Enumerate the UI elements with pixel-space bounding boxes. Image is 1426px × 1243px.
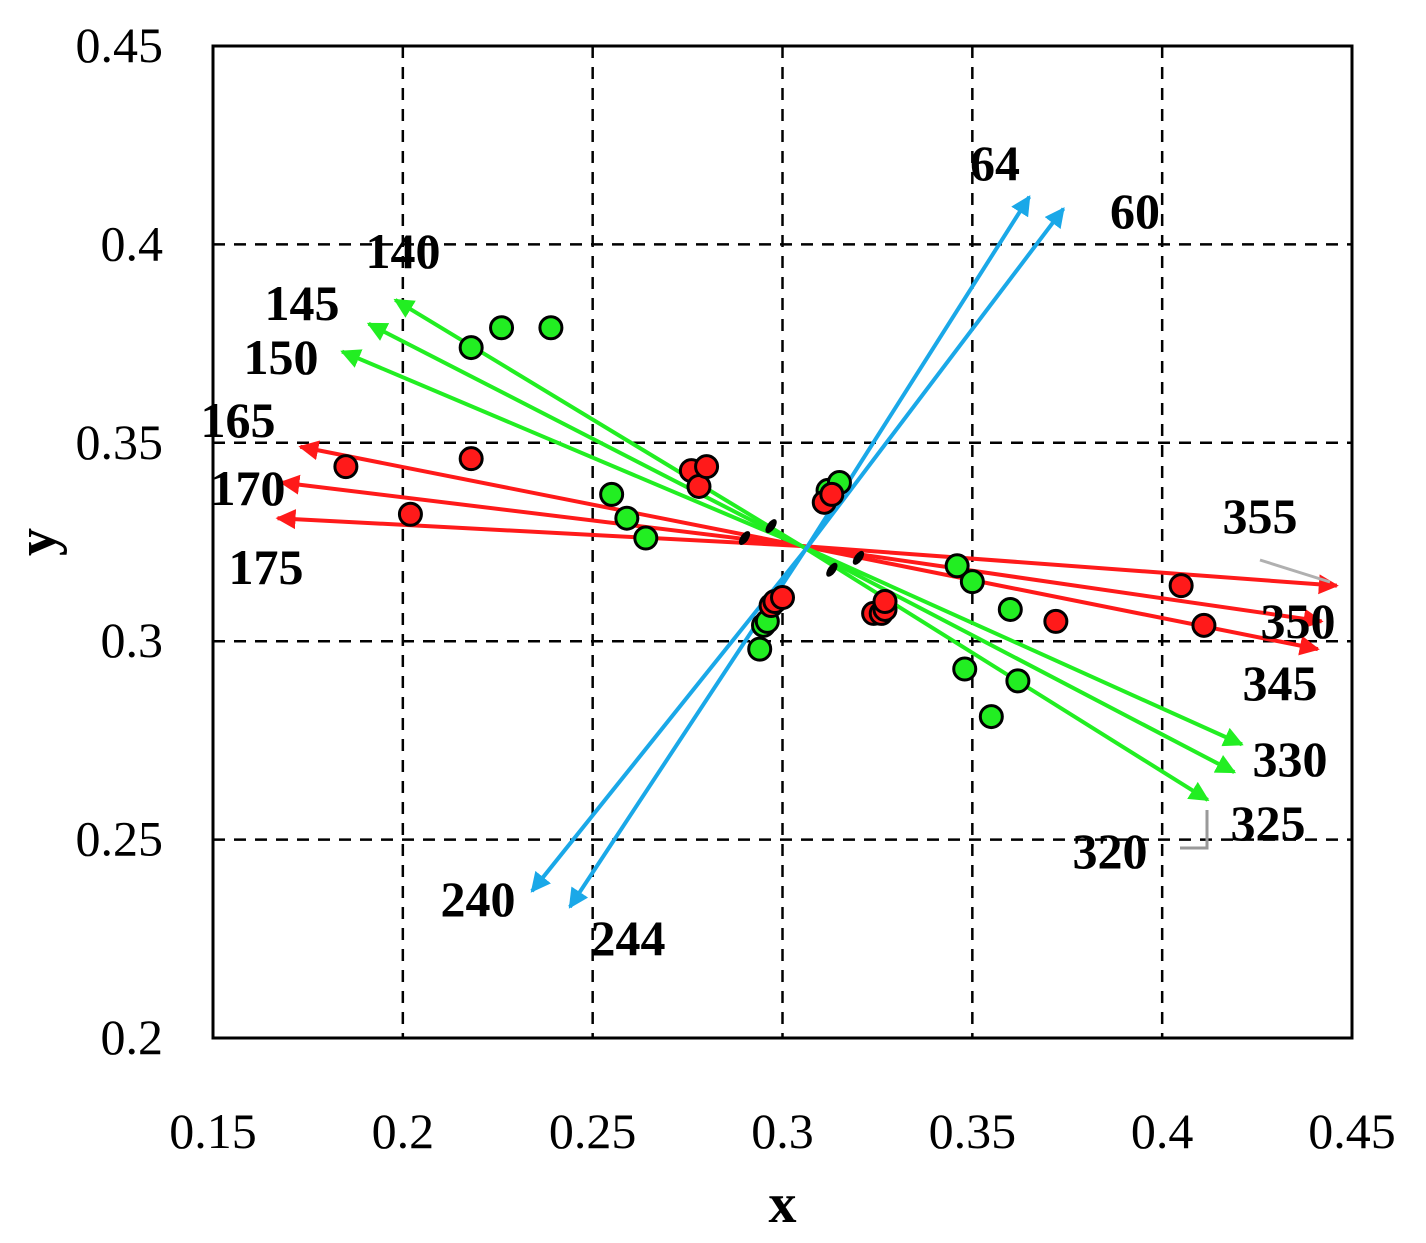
arrow-label-325: 325 <box>1231 795 1306 851</box>
y-tick-label: 0.45 <box>76 17 164 73</box>
arrow-60 <box>803 207 1066 552</box>
direction-arrows <box>275 195 1339 909</box>
black-mark <box>765 519 777 534</box>
green-point <box>747 636 773 662</box>
arrow-label-140: 140 <box>366 223 441 279</box>
y-tick-label: 0.25 <box>76 811 164 867</box>
arrow-label-350: 350 <box>1261 593 1336 649</box>
green-point <box>599 481 625 507</box>
arrow-label-345: 345 <box>1243 655 1318 711</box>
arrow-345 <box>801 544 1320 656</box>
leader-line-355 <box>1259 558 1331 584</box>
x-tick-label: 0.35 <box>929 1103 1017 1159</box>
tick-labels: 0.15 0.2 0.25 0.3 0.35 0.4 0.450.20.250.30.350… <box>76 17 1396 1159</box>
arrow-label-320: 320 <box>1073 823 1148 879</box>
red-point <box>1168 573 1194 599</box>
y-tick-label: 0.35 <box>76 414 164 470</box>
arrow-175 <box>275 509 802 548</box>
green-point <box>959 569 985 595</box>
arrow-label-330: 330 <box>1253 731 1328 787</box>
arrow-320 <box>800 544 1210 802</box>
red-point <box>819 481 845 507</box>
y-tick-label: 0.4 <box>101 215 164 271</box>
x-axis-title: x <box>769 1173 797 1235</box>
y-axis-title: y <box>6 528 68 556</box>
green-point <box>458 335 484 361</box>
green-point <box>633 525 659 551</box>
x-tick-label: 0.15 <box>169 1103 257 1159</box>
red-point <box>1191 612 1217 638</box>
plot-frame <box>211 44 1354 1040</box>
x-tick-label: 0.2 <box>372 1103 435 1159</box>
black-mark <box>852 550 865 565</box>
arrow-165 <box>298 440 802 548</box>
green-point <box>489 315 515 341</box>
arrow-150 <box>340 349 803 548</box>
green-point <box>538 315 564 341</box>
arrow-label-60: 60 <box>1110 183 1160 239</box>
arrow-label-244: 244 <box>591 910 666 966</box>
green-point <box>952 656 978 682</box>
red-point <box>333 454 359 480</box>
arrow-145 <box>366 321 803 548</box>
arrow-355 <box>801 543 1339 595</box>
arrow-label-240: 240 <box>441 871 516 927</box>
arrow-140 <box>393 298 803 548</box>
green-point <box>944 553 970 579</box>
y-tick-label: 0.3 <box>101 612 164 668</box>
data-points <box>333 315 1217 730</box>
green-point <box>1005 668 1031 694</box>
y-tick-label: 0.2 <box>101 1009 164 1065</box>
arrow-350 <box>801 543 1324 629</box>
x-tick-label: 0.4 <box>1131 1103 1194 1159</box>
arrow-label-64: 64 <box>970 135 1020 191</box>
x-tick-label: 0.25 <box>549 1103 637 1159</box>
arrow-label-145: 145 <box>265 275 340 331</box>
green-point <box>978 704 1004 730</box>
x-tick-label: 0.3 <box>751 1103 814 1159</box>
black-mark <box>826 562 838 577</box>
arrow-label-165: 165 <box>201 392 276 448</box>
arrow-label-150: 150 <box>244 329 319 385</box>
leader-line-320 <box>1180 810 1209 850</box>
red-point <box>872 589 898 615</box>
green-point <box>997 596 1023 622</box>
x-tick-label: 0.45 <box>1308 1103 1396 1159</box>
red-point <box>694 454 720 480</box>
arrow-label-170: 170 <box>211 460 286 516</box>
black-mark <box>738 531 751 545</box>
arrow-label-175: 175 <box>229 539 304 595</box>
red-point <box>770 585 795 611</box>
red-point <box>397 501 423 527</box>
green-point <box>614 505 640 531</box>
arrow-label-355: 355 <box>1223 488 1298 544</box>
red-point <box>1043 608 1069 634</box>
arrow-330 <box>800 544 1244 747</box>
arrow-170 <box>279 474 802 548</box>
red-point <box>458 446 484 472</box>
arrow-325 <box>800 544 1237 774</box>
